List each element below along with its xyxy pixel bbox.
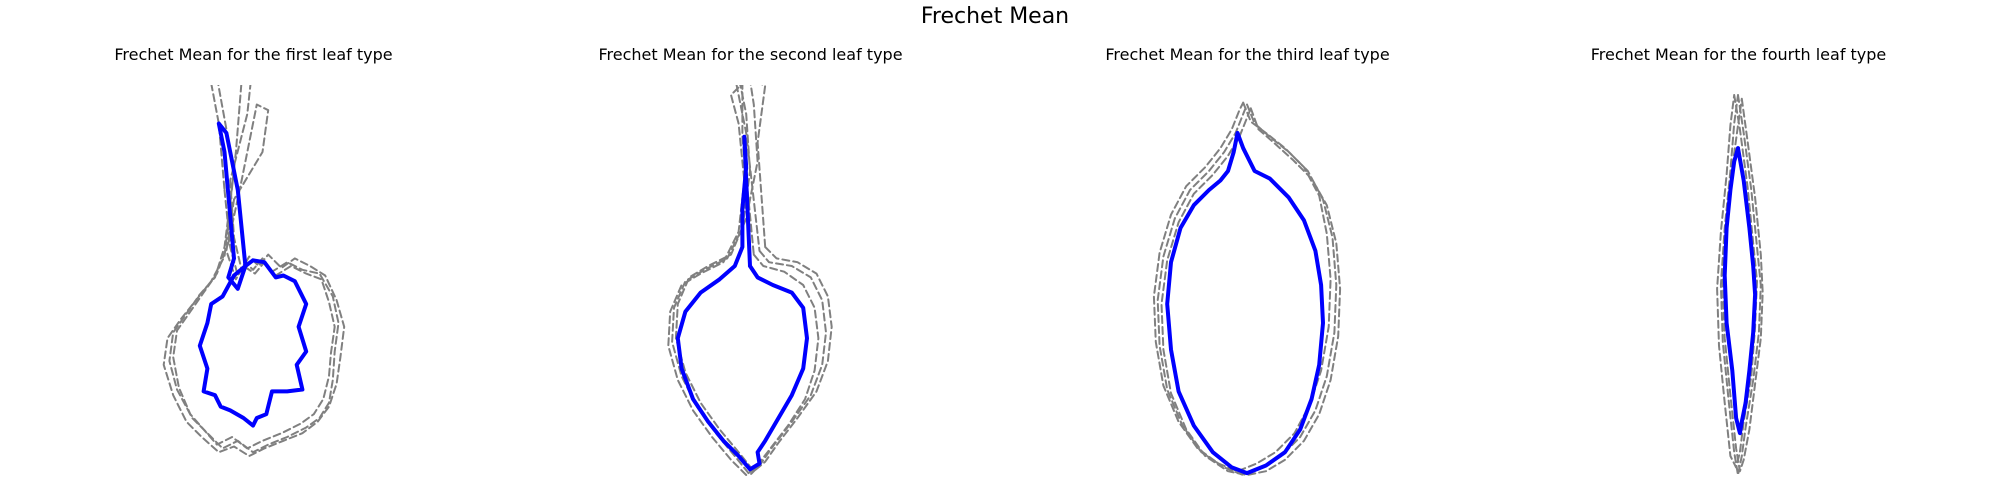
frechet-mean-curve <box>197 121 309 428</box>
sample-curve <box>671 85 827 476</box>
sample-curve <box>1160 107 1342 476</box>
sample-curve <box>667 85 820 476</box>
subplot-2-plot <box>667 85 833 476</box>
subplot-3-title: Frechet Mean for the third leaf type <box>1105 45 1390 64</box>
subplot-4-plot <box>1716 94 1764 476</box>
sample-curve <box>1152 101 1332 473</box>
subplot-1: Frechet Mean for the first leaf type <box>5 45 502 485</box>
subplot-3-plot <box>1152 101 1342 476</box>
sample-curve <box>172 103 336 450</box>
subplot-4: Frechet Mean for the fourth leaf type <box>1490 45 1987 485</box>
sample-curve <box>162 85 346 457</box>
subplot-1-plot <box>162 85 346 457</box>
frechet-mean-curve <box>1165 131 1325 476</box>
sample-curve <box>1716 94 1758 469</box>
subplot-2-title: Frechet Mean for the second leaf type <box>598 45 903 64</box>
sample-curve <box>674 85 833 473</box>
frechet-mean-curve <box>1722 146 1758 436</box>
subplot-1-title: Frechet Mean for the first leaf type <box>114 45 393 64</box>
figure-title: Frechet Mean <box>920 4 1070 29</box>
subplot-3: Frechet Mean for the third leaf type <box>999 45 1496 485</box>
subplot-2: Frechet Mean for the second leaf type <box>502 45 999 485</box>
subplot-4-title: Frechet Mean for the fourth leaf type <box>1590 45 1887 64</box>
frechet-mean-curve <box>675 134 809 472</box>
